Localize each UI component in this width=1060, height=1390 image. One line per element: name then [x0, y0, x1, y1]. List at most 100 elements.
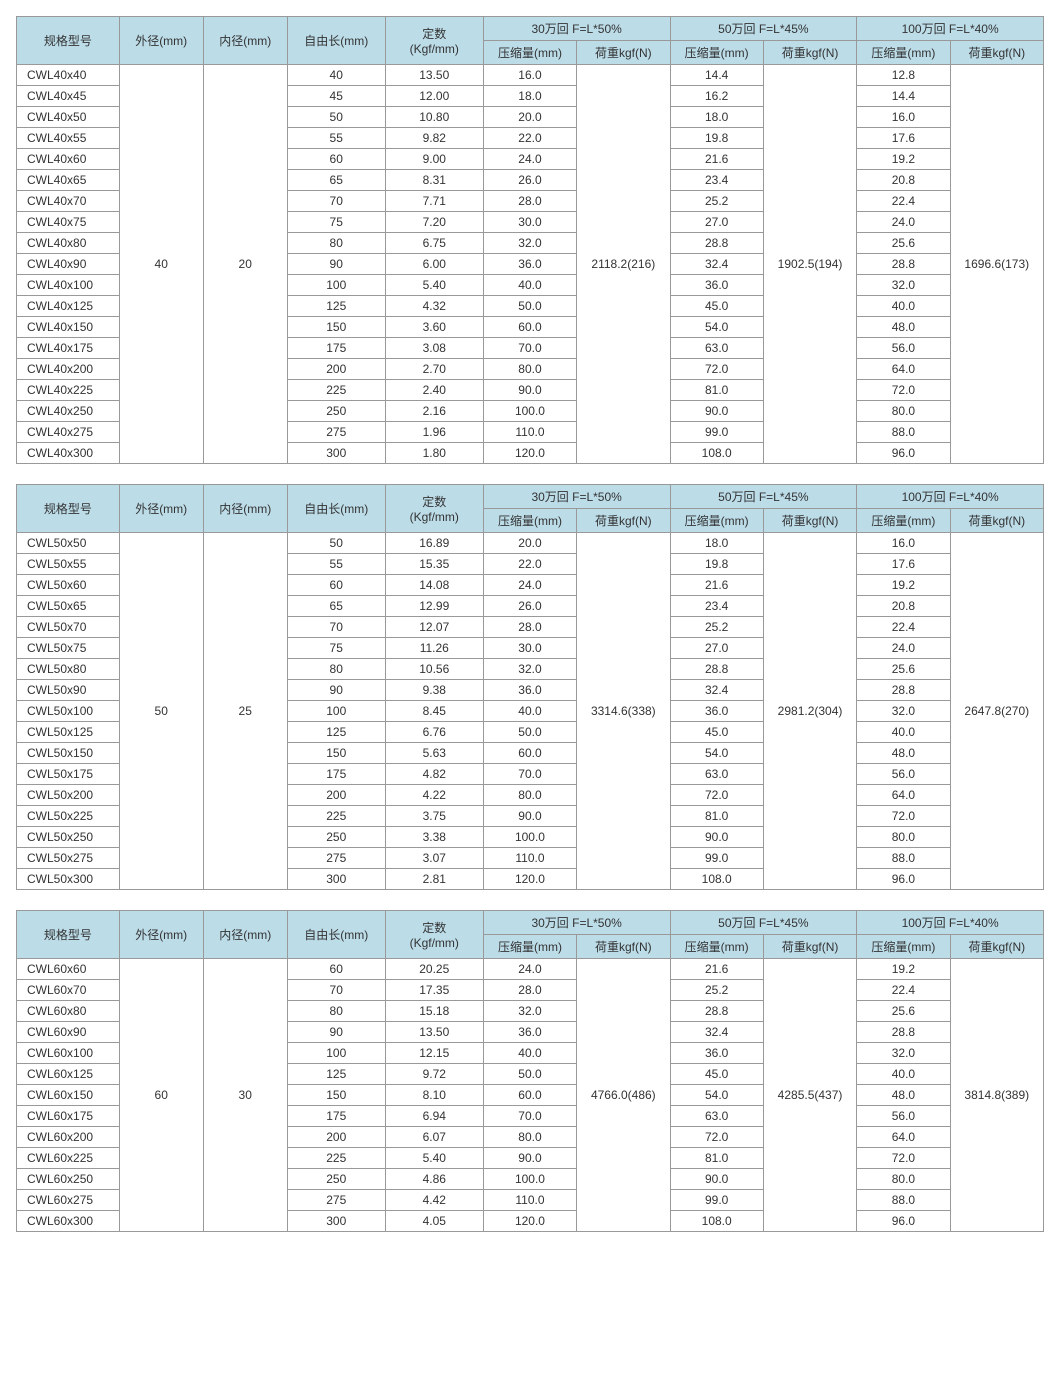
cell-free: 175 — [287, 764, 385, 785]
cell-k: 4.22 — [385, 785, 483, 806]
cell-c50: 32.4 — [670, 680, 763, 701]
cell-c30: 30.0 — [483, 638, 576, 659]
cell-c100: 25.6 — [857, 233, 950, 254]
cell-free: 75 — [287, 212, 385, 233]
hdr-k: 定数(Kgf/mm) — [385, 911, 483, 959]
cell-load30: 4766.0(486) — [577, 959, 670, 1232]
cell-c100: 24.0 — [857, 638, 950, 659]
cell-c100: 22.4 — [857, 191, 950, 212]
cell-c100: 64.0 — [857, 1127, 950, 1148]
cell-k: 13.50 — [385, 1022, 483, 1043]
cell-model: CWL40x45 — [17, 86, 120, 107]
cell-c100: 72.0 — [857, 380, 950, 401]
cell-free: 300 — [287, 443, 385, 464]
cell-c30: 22.0 — [483, 554, 576, 575]
cell-c50: 36.0 — [670, 701, 763, 722]
cell-c50: 36.0 — [670, 1043, 763, 1064]
cell-c50: 14.4 — [670, 65, 763, 86]
cell-free: 275 — [287, 848, 385, 869]
table-body: CWL50x5050255016.8920.03314.6(338)18.029… — [17, 533, 1044, 890]
cell-load100: 2647.8(270) — [950, 533, 1043, 890]
cell-k: 20.25 — [385, 959, 483, 980]
cell-c50: 90.0 — [670, 1169, 763, 1190]
cell-c50: 16.2 — [670, 86, 763, 107]
cell-c100: 32.0 — [857, 701, 950, 722]
cell-c50: 99.0 — [670, 848, 763, 869]
cell-c100: 28.8 — [857, 1022, 950, 1043]
cell-model: CWL50x275 — [17, 848, 120, 869]
hdr-od: 外径(mm) — [119, 911, 203, 959]
cell-free: 225 — [287, 380, 385, 401]
cell-free: 80 — [287, 1001, 385, 1022]
cell-free: 300 — [287, 869, 385, 890]
cell-k: 12.99 — [385, 596, 483, 617]
cell-model: CWL50x175 — [17, 764, 120, 785]
cell-c50: 45.0 — [670, 1064, 763, 1085]
cell-c100: 22.4 — [857, 980, 950, 1001]
cell-c100: 56.0 — [857, 764, 950, 785]
table-row: CWL50x5050255016.8920.03314.6(338)18.029… — [17, 533, 1044, 554]
cell-c30: 100.0 — [483, 827, 576, 848]
cell-od: 60 — [119, 959, 203, 1232]
cell-free: 200 — [287, 785, 385, 806]
cell-model: CWL60x275 — [17, 1190, 120, 1211]
cell-c30: 70.0 — [483, 1106, 576, 1127]
cell-c50: 99.0 — [670, 422, 763, 443]
cell-k: 9.72 — [385, 1064, 483, 1085]
cell-c100: 96.0 — [857, 1211, 950, 1232]
hdr-free: 自由长(mm) — [287, 911, 385, 959]
cell-free: 275 — [287, 422, 385, 443]
hdr-30: 30万回 F=L*50% — [483, 911, 670, 935]
cell-c30: 90.0 — [483, 380, 576, 401]
cell-model: CWL60x125 — [17, 1064, 120, 1085]
cell-c50: 28.8 — [670, 659, 763, 680]
cell-model: CWL50x75 — [17, 638, 120, 659]
cell-free: 80 — [287, 659, 385, 680]
cell-k: 7.71 — [385, 191, 483, 212]
cell-free: 250 — [287, 827, 385, 848]
cell-k: 4.05 — [385, 1211, 483, 1232]
cell-c30: 110.0 — [483, 1190, 576, 1211]
cell-c100: 32.0 — [857, 275, 950, 296]
cell-c30: 120.0 — [483, 1211, 576, 1232]
cell-free: 60 — [287, 959, 385, 980]
cell-model: CWL50x300 — [17, 869, 120, 890]
cell-c100: 17.6 — [857, 554, 950, 575]
cell-k: 8.31 — [385, 170, 483, 191]
spec-table-1: 规格型号外径(mm)内径(mm)自由长(mm)定数(Kgf/mm)30万回 F=… — [16, 484, 1044, 890]
cell-k: 2.81 — [385, 869, 483, 890]
cell-c50: 19.8 — [670, 128, 763, 149]
cell-c50: 32.4 — [670, 1022, 763, 1043]
cell-c50: 90.0 — [670, 401, 763, 422]
cell-free: 150 — [287, 743, 385, 764]
hdr-k: 定数(Kgf/mm) — [385, 485, 483, 533]
cell-id: 20 — [203, 65, 287, 464]
cell-k: 4.86 — [385, 1169, 483, 1190]
cell-c100: 24.0 — [857, 212, 950, 233]
cell-load30: 2118.2(216) — [577, 65, 670, 464]
cell-free: 250 — [287, 401, 385, 422]
cell-k: 1.96 — [385, 422, 483, 443]
cell-free: 150 — [287, 317, 385, 338]
cell-c100: 80.0 — [857, 401, 950, 422]
cell-c30: 40.0 — [483, 1043, 576, 1064]
cell-model: CWL50x250 — [17, 827, 120, 848]
cell-c50: 28.8 — [670, 1001, 763, 1022]
hdr-100: 100万回 F=L*40% — [857, 911, 1044, 935]
cell-free: 70 — [287, 980, 385, 1001]
cell-c30: 120.0 — [483, 869, 576, 890]
cell-k: 3.75 — [385, 806, 483, 827]
cell-free: 45 — [287, 86, 385, 107]
hdr-30-comp: 压缩量(mm) — [483, 935, 576, 959]
cell-c50: 21.6 — [670, 959, 763, 980]
cell-c100: 28.8 — [857, 254, 950, 275]
cell-c30: 36.0 — [483, 1022, 576, 1043]
cell-id: 30 — [203, 959, 287, 1232]
hdr-100: 100万回 F=L*40% — [857, 17, 1044, 41]
table-header: 规格型号外径(mm)内径(mm)自由长(mm)定数(Kgf/mm)30万回 F=… — [17, 911, 1044, 959]
hdr-100-comp: 压缩量(mm) — [857, 509, 950, 533]
cell-c50: 23.4 — [670, 170, 763, 191]
cell-c30: 30.0 — [483, 212, 576, 233]
cell-model: CWL40x50 — [17, 107, 120, 128]
cell-model: CWL60x175 — [17, 1106, 120, 1127]
